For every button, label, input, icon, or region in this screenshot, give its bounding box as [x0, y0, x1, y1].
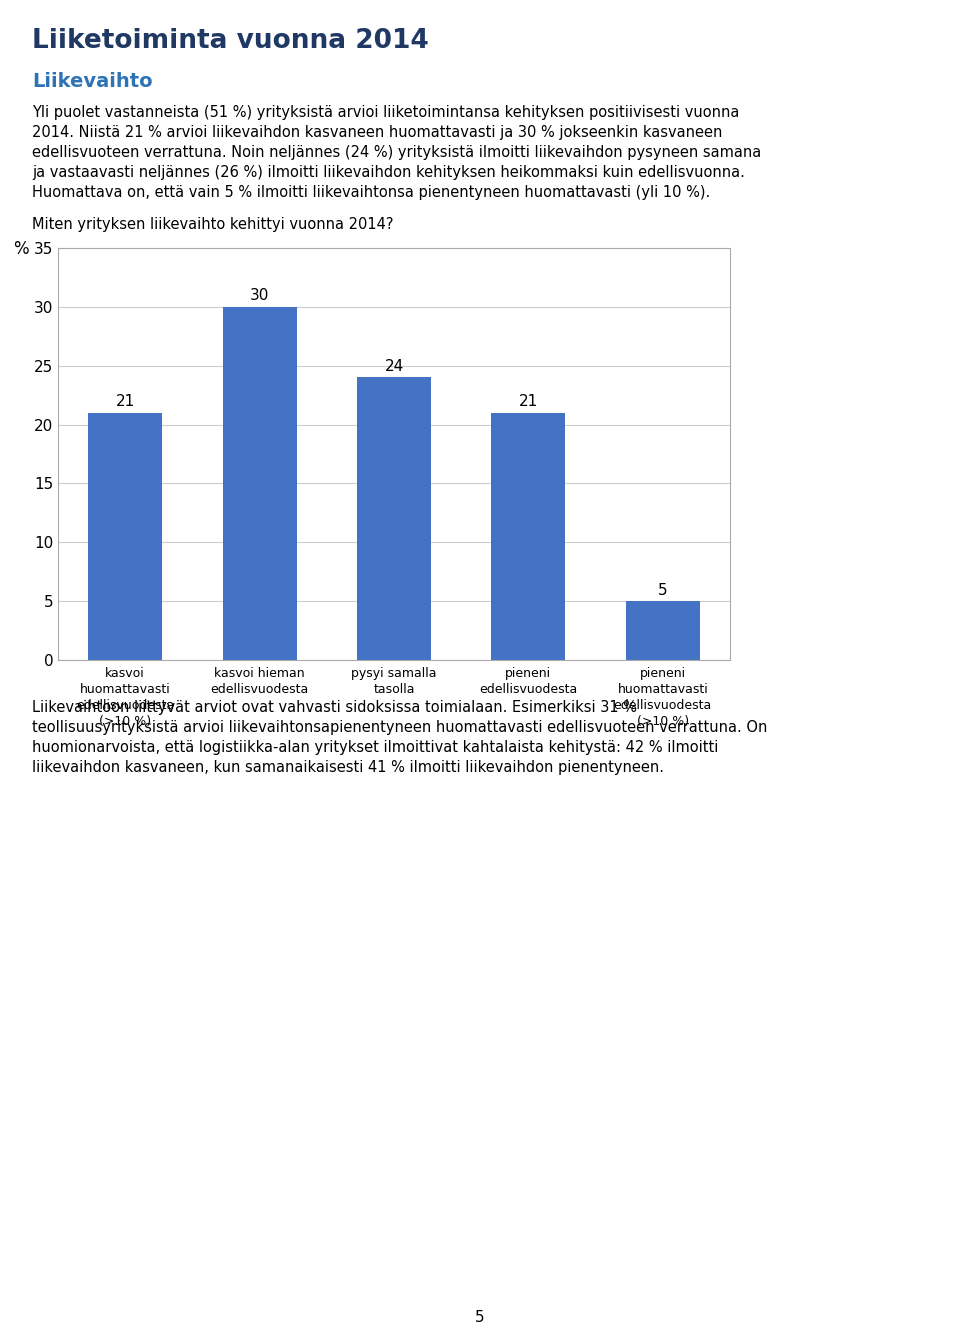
Y-axis label: %: %: [13, 240, 29, 257]
Text: 5: 5: [475, 1311, 485, 1325]
Text: 21: 21: [518, 394, 538, 409]
Text: Liikevaihto: Liikevaihto: [32, 72, 153, 91]
Text: 2014. Niistä 21 % arvioi liikevaihdon kasvaneen huomattavasti ja 30 % jokseenkin: 2014. Niistä 21 % arvioi liikevaihdon ka…: [32, 125, 722, 139]
Text: ja vastaavasti neljännes (26 %) ilmoitti liikevaihdon kehityksen heikommaksi kui: ja vastaavasti neljännes (26 %) ilmoitti…: [32, 165, 745, 180]
Bar: [223, 307, 297, 661]
Bar: [357, 378, 431, 661]
Text: Liikevaihtoon liittyvät arviot ovat vahvasti sidoksissa toimialaan. Esimerkiksi : Liikevaihtoon liittyvät arviot ovat vahv…: [32, 699, 637, 716]
Bar: [492, 413, 565, 661]
Bar: [626, 602, 700, 661]
Text: Huomattava on, että vain 5 % ilmoitti liikevaihtonsa pienentyneen huomattavasti : Huomattava on, että vain 5 % ilmoitti li…: [32, 185, 710, 200]
Text: huomionarvoista, että logistiikka-alan yritykset ilmoittivat kahtalaista kehitys: huomionarvoista, että logistiikka-alan y…: [32, 740, 718, 754]
Text: edellisvuoteen verrattuna. Noin neljännes (24 %) yrityksistä ilmoitti liikevaihd: edellisvuoteen verrattuna. Noin neljänne…: [32, 145, 761, 159]
Text: liikevaihdon kasvaneen, kun samanaikaisesti 41 % ilmoitti liikevaihdon pienentyn: liikevaihdon kasvaneen, kun samanaikaise…: [32, 760, 664, 775]
Text: Liiketoiminta vuonna 2014: Liiketoiminta vuonna 2014: [32, 28, 429, 54]
Text: 5: 5: [658, 583, 667, 598]
Text: Miten yrityksen liikevaihto kehittyi vuonna 2014?: Miten yrityksen liikevaihto kehittyi vuo…: [32, 217, 394, 232]
Text: Yli puolet vastanneista (51 %) yrityksistä arvioi liiketoimintansa kehityksen po: Yli puolet vastanneista (51 %) yrityksis…: [32, 105, 739, 121]
Text: 21: 21: [115, 394, 134, 409]
Text: 24: 24: [384, 359, 403, 374]
Text: teollisuusyrityksistä arvioi liikevaihtonsapienentyneen huomattavasti edellisvuo: teollisuusyrityksistä arvioi liikevaihto…: [32, 720, 767, 736]
Bar: [88, 413, 162, 661]
Text: 30: 30: [250, 288, 270, 303]
